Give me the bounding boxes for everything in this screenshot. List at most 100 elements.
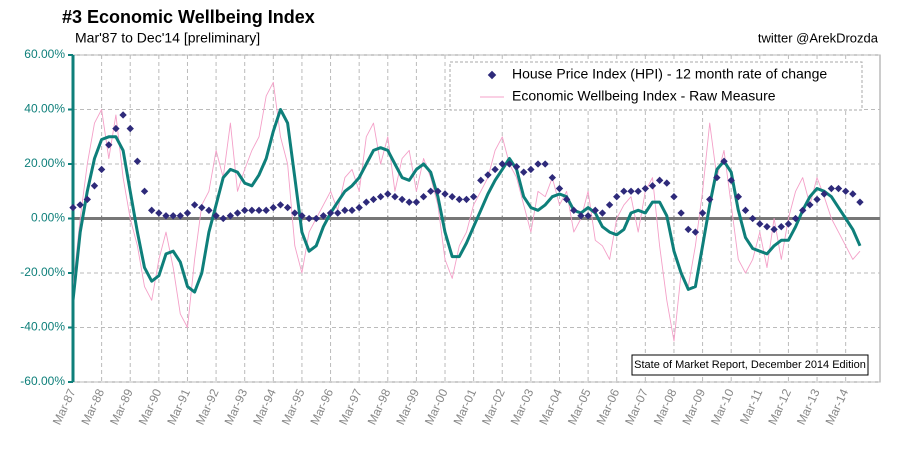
marker xyxy=(799,206,807,215)
x-tick-label: Mar-12 xyxy=(765,386,794,427)
x-tick-label: Mar-90 xyxy=(136,386,165,427)
y-tick-label: 40.00% xyxy=(24,102,65,116)
marker xyxy=(369,195,378,204)
marker xyxy=(126,124,134,133)
x-tick-label: Mar-08 xyxy=(651,386,680,427)
marker xyxy=(648,182,657,190)
marker xyxy=(334,209,342,217)
marker xyxy=(534,160,542,168)
marker xyxy=(190,201,199,209)
marker xyxy=(555,184,564,193)
marker xyxy=(841,187,850,195)
marker xyxy=(140,187,149,195)
y-tick-label: -40.00% xyxy=(20,320,65,334)
marker xyxy=(441,190,449,198)
x-tick-label: Mar-02 xyxy=(479,386,508,427)
line xyxy=(73,108,862,301)
marker xyxy=(276,201,285,209)
marker xyxy=(791,214,800,223)
x-tick-label: Mar-09 xyxy=(679,386,708,427)
x-tick-label: Mar-99 xyxy=(393,386,422,427)
marker xyxy=(105,141,113,149)
marker xyxy=(691,228,700,236)
marker xyxy=(512,163,521,171)
x-tick-label: Mar-88 xyxy=(78,386,107,427)
marker xyxy=(541,160,549,168)
marker xyxy=(734,193,743,201)
x-tick-label: Mar-05 xyxy=(565,386,594,427)
marker xyxy=(548,173,557,182)
x-tick-label: Mar-97 xyxy=(336,386,365,427)
marker xyxy=(813,195,821,204)
line xyxy=(73,81,861,342)
marker xyxy=(133,157,142,165)
marker xyxy=(655,176,664,185)
x-tick-label: Mar-01 xyxy=(450,386,479,427)
marker xyxy=(269,203,277,212)
marker xyxy=(355,203,363,212)
marker xyxy=(806,201,814,209)
x-tick-label: Mar-06 xyxy=(594,386,623,427)
marker xyxy=(706,195,714,204)
marker xyxy=(205,206,213,215)
marker xyxy=(620,187,628,195)
marker xyxy=(627,187,635,195)
chart-title: #3 Economic Wellbeing Index xyxy=(62,7,315,27)
x-tick-label: Mar-87 xyxy=(50,386,79,427)
x-tick-label: Mar-04 xyxy=(536,386,565,427)
marker xyxy=(820,190,828,198)
x-tick-label: Mar-94 xyxy=(250,386,279,427)
x-tick-label: Mar-07 xyxy=(622,386,651,427)
y-tick-label: 0.00% xyxy=(31,211,65,225)
marker xyxy=(219,214,227,223)
marker xyxy=(634,187,642,195)
annotation: State of Market Report, December 2014 Ed… xyxy=(634,359,866,371)
x-tick-label: Mar-14 xyxy=(822,386,851,427)
marker xyxy=(756,220,764,228)
x-tick-label: Mar-03 xyxy=(508,386,537,427)
marker xyxy=(713,173,721,182)
marker xyxy=(83,195,91,204)
marker xyxy=(827,184,836,193)
legend-box xyxy=(449,61,863,111)
y-tick-label: 60.00% xyxy=(24,47,65,61)
marker xyxy=(598,209,607,217)
x-tick-label: Mar-92 xyxy=(193,386,222,427)
legend-label: House Price Index (HPI) - 12 month rate … xyxy=(512,66,827,82)
x-tick-label: Mar-11 xyxy=(737,386,766,426)
x-tick-label: Mar-95 xyxy=(279,386,308,427)
marker xyxy=(849,190,857,198)
marker xyxy=(562,195,571,204)
marker xyxy=(727,176,735,185)
marker xyxy=(176,212,184,220)
x-tick-label: Mar-96 xyxy=(307,386,336,427)
x-tick-label: Mar-13 xyxy=(794,386,823,427)
marker xyxy=(384,190,392,198)
annotation-box xyxy=(631,354,869,376)
x-tick-label: Mar-98 xyxy=(365,386,394,427)
marker xyxy=(605,201,614,209)
y-tick-label: -20.00% xyxy=(20,265,65,279)
marker xyxy=(763,222,771,231)
credit: twitter @ArekDrozda xyxy=(758,30,879,45)
chart-subtitle: Mar'87 to Dec'14 [preliminary] xyxy=(75,30,260,46)
marker xyxy=(305,214,313,223)
marker xyxy=(97,165,106,174)
marker xyxy=(427,187,435,195)
marker xyxy=(119,111,127,119)
marker xyxy=(283,203,292,212)
marker xyxy=(777,222,785,231)
x-tick-label: Mar-10 xyxy=(708,386,737,427)
marker xyxy=(677,209,685,217)
legend-label: Economic Wellbeing Index - Raw Measure xyxy=(512,88,776,104)
y-tick-label: -60.00% xyxy=(20,374,65,388)
marker xyxy=(198,203,206,212)
marker xyxy=(462,195,471,204)
marker xyxy=(312,214,320,223)
marker xyxy=(498,160,506,168)
marker xyxy=(698,209,707,217)
marker xyxy=(641,184,650,193)
marker xyxy=(748,214,757,223)
marker xyxy=(291,209,299,217)
